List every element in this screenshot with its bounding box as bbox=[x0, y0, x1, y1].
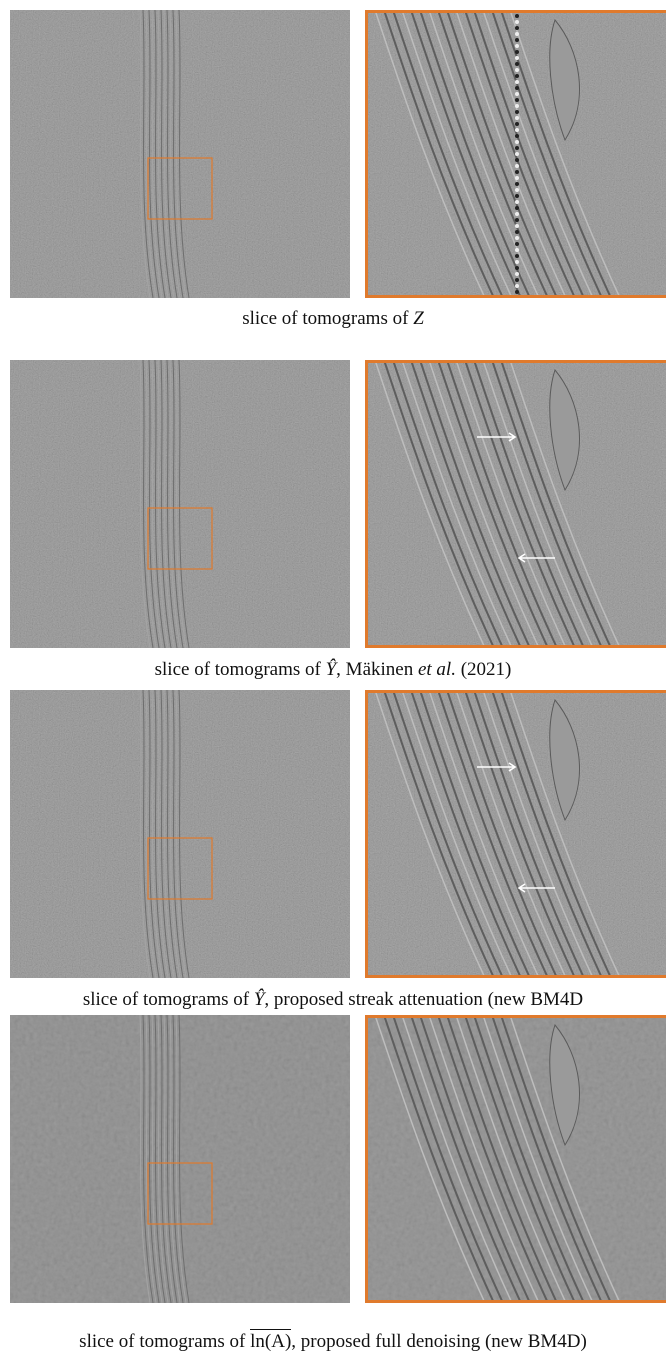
artifact bbox=[515, 104, 519, 108]
artifact bbox=[515, 128, 519, 132]
artifact bbox=[515, 32, 519, 36]
caption: slice of tomograms of Z bbox=[0, 308, 666, 330]
figure-row: slice of tomograms of Ŷ, Mäkinen et al. … bbox=[0, 360, 666, 650]
artifact bbox=[515, 230, 519, 234]
artifact bbox=[515, 272, 519, 276]
caption-part: , Mäkinen bbox=[336, 659, 418, 680]
overview-image bbox=[10, 1015, 350, 1303]
artifact bbox=[515, 14, 519, 18]
caption-part: slice of tomograms of bbox=[155, 659, 326, 680]
caption-part: Ŷ bbox=[254, 989, 265, 1010]
caption-part: slice of tomograms of bbox=[242, 308, 413, 329]
zoom-image bbox=[365, 1015, 666, 1303]
page: slice of tomograms of Zslice of tomogram… bbox=[0, 0, 666, 1367]
artifact bbox=[515, 26, 519, 30]
artifact bbox=[515, 92, 519, 96]
caption-part: Ŷ bbox=[326, 659, 337, 680]
artifact bbox=[515, 140, 519, 144]
overview-image bbox=[10, 690, 350, 978]
artifact bbox=[515, 122, 519, 126]
artifact bbox=[515, 62, 519, 66]
caption-part: et al. bbox=[418, 659, 456, 680]
artifact bbox=[515, 170, 519, 174]
artifact bbox=[515, 224, 519, 228]
zoom-image bbox=[365, 690, 666, 978]
artifact bbox=[515, 134, 519, 138]
figure-row: slice of tomograms of Z bbox=[0, 10, 666, 300]
caption-part: , proposed full denoising (new BM4D) bbox=[291, 1331, 587, 1352]
artifact bbox=[515, 56, 519, 60]
artifact bbox=[515, 290, 519, 294]
caption-part: (2021) bbox=[456, 659, 511, 680]
artifact bbox=[515, 212, 519, 216]
artifact bbox=[515, 284, 519, 288]
caption-part: slice of tomograms of bbox=[83, 989, 254, 1010]
artifact bbox=[515, 98, 519, 102]
artifact bbox=[515, 242, 519, 246]
overview-image bbox=[10, 10, 350, 298]
artifact bbox=[515, 158, 519, 162]
artifact bbox=[515, 266, 519, 270]
artifact bbox=[515, 50, 519, 54]
overview-image bbox=[10, 360, 350, 648]
artifact bbox=[515, 86, 519, 90]
artifact bbox=[515, 116, 519, 120]
artifact bbox=[515, 20, 519, 24]
artifact bbox=[515, 182, 519, 186]
artifact bbox=[515, 74, 519, 78]
artifact bbox=[515, 176, 519, 180]
zoom-image bbox=[365, 10, 666, 298]
caption: slice of tomograms of ln(A), proposed fu… bbox=[0, 1331, 666, 1353]
artifact bbox=[515, 194, 519, 198]
artifact bbox=[515, 218, 519, 222]
artifact bbox=[515, 164, 519, 168]
artifact bbox=[515, 38, 519, 42]
artifact bbox=[515, 68, 519, 72]
artifact bbox=[515, 110, 519, 114]
caption: slice of tomograms of Ŷ, proposed streak… bbox=[0, 989, 666, 1011]
caption-part: slice of tomograms of bbox=[79, 1331, 250, 1352]
artifact bbox=[515, 278, 519, 282]
artifact bbox=[515, 152, 519, 156]
artifact bbox=[515, 254, 519, 258]
zoom-image bbox=[365, 360, 666, 648]
artifact bbox=[515, 200, 519, 204]
artifact bbox=[515, 248, 519, 252]
artifact bbox=[515, 44, 519, 48]
caption-part: Z bbox=[413, 308, 424, 329]
figure-row: slice of tomograms of Ŷ, proposed streak… bbox=[0, 690, 666, 980]
artifact bbox=[515, 260, 519, 264]
artifact bbox=[515, 236, 519, 240]
caption-part: , proposed streak attenuation (new BM4D bbox=[264, 989, 583, 1010]
artifact bbox=[515, 206, 519, 210]
artifact bbox=[515, 146, 519, 150]
caption-part: ln(A) bbox=[250, 1329, 291, 1352]
caption: slice of tomograms of Ŷ, Mäkinen et al. … bbox=[0, 659, 666, 681]
artifact bbox=[515, 80, 519, 84]
artifact bbox=[515, 188, 519, 192]
figure-row: slice of tomograms of ln(A), proposed fu… bbox=[0, 1015, 666, 1305]
